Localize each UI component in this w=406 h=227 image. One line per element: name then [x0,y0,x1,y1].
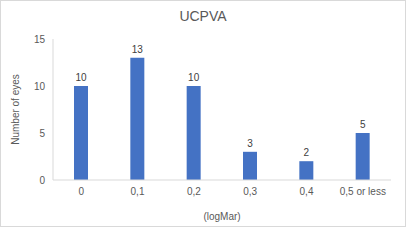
svg-text:3: 3 [247,138,253,149]
html-text:UCPVA: UCPVA [179,8,227,24]
svg-text:10: 10 [34,81,46,92]
svg-text:15: 15 [34,34,46,45]
svg-text:0,1: 0,1 [131,186,145,197]
svg-text:2: 2 [304,147,310,158]
svg-text:10: 10 [75,72,87,83]
svg-text:5: 5 [39,128,45,139]
svg-text:Number of eyes: Number of eyes [10,74,21,145]
svg-text:0,3: 0,3 [243,186,257,197]
svg-text:13: 13 [132,44,144,55]
svg-text:0: 0 [39,175,45,186]
svg-text:0,2: 0,2 [187,186,201,197]
svg-text:0,4: 0,4 [300,186,314,197]
svg-text:0: 0 [78,186,84,197]
svg-text:5: 5 [360,119,366,130]
svg-text:0,5 or less: 0,5 or less [340,186,386,197]
svg-text:(logMar): (logMar) [203,211,240,222]
svg-text:10: 10 [188,72,200,83]
